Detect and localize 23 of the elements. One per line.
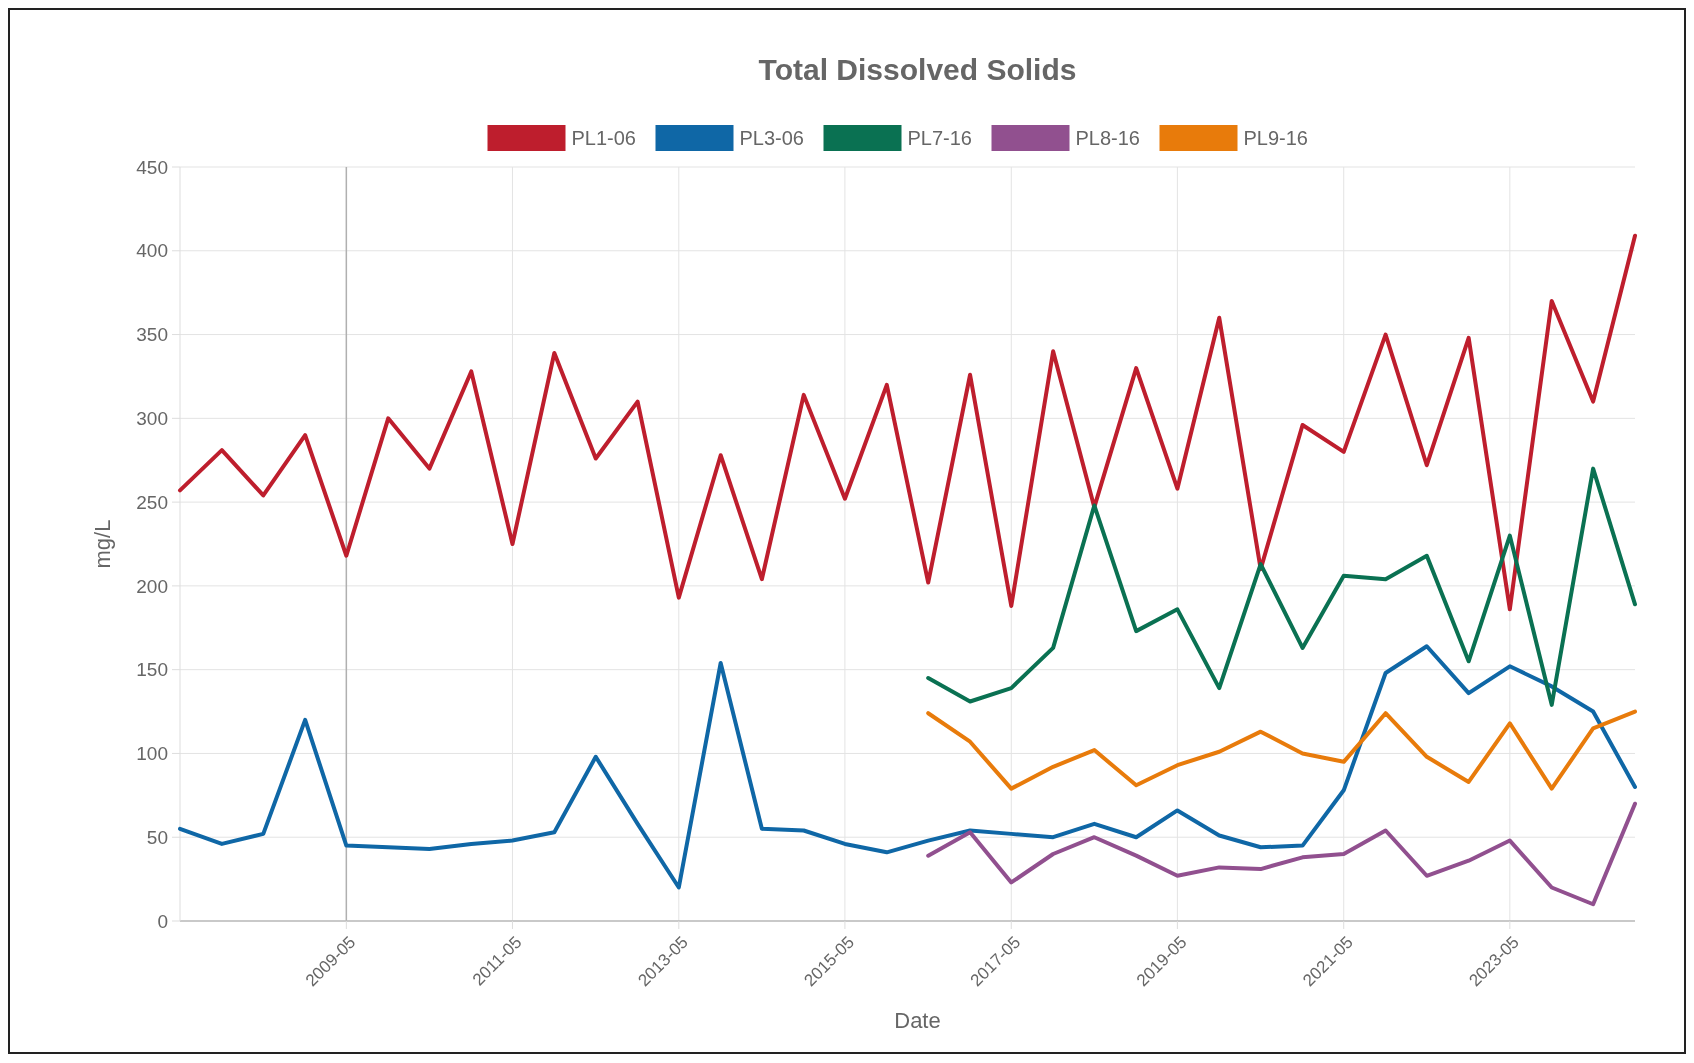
y-tick-label: 150 [136,659,168,681]
y-tick-label: 400 [136,240,168,262]
y-tick-label: 350 [136,324,168,346]
chart-title: Total Dissolved Solids [758,53,1077,86]
legend-label: PL1-06 [571,127,636,149]
x-axis-title: Date [894,1008,941,1033]
legend-label: PL8-16 [1075,127,1140,149]
y-tick-label: 300 [136,407,168,429]
y-tick-label: 250 [136,491,168,513]
line-series [178,644,1637,890]
y-axis-title: mg/L [89,519,115,569]
line-series [926,466,1637,707]
y-tick-label: 200 [136,575,168,597]
y-tick-label: 0 [157,910,168,932]
line-series [926,801,1637,907]
y-tick-label: 100 [136,743,168,765]
line-series [926,709,1637,791]
y-tick-label: 50 [146,826,168,848]
legend-label: PL3-06 [739,127,804,149]
legend-label: PL9-16 [1243,127,1308,149]
line-series [178,233,1637,612]
legend-label: PL7-16 [907,127,972,149]
y-tick-label: 450 [136,156,168,178]
